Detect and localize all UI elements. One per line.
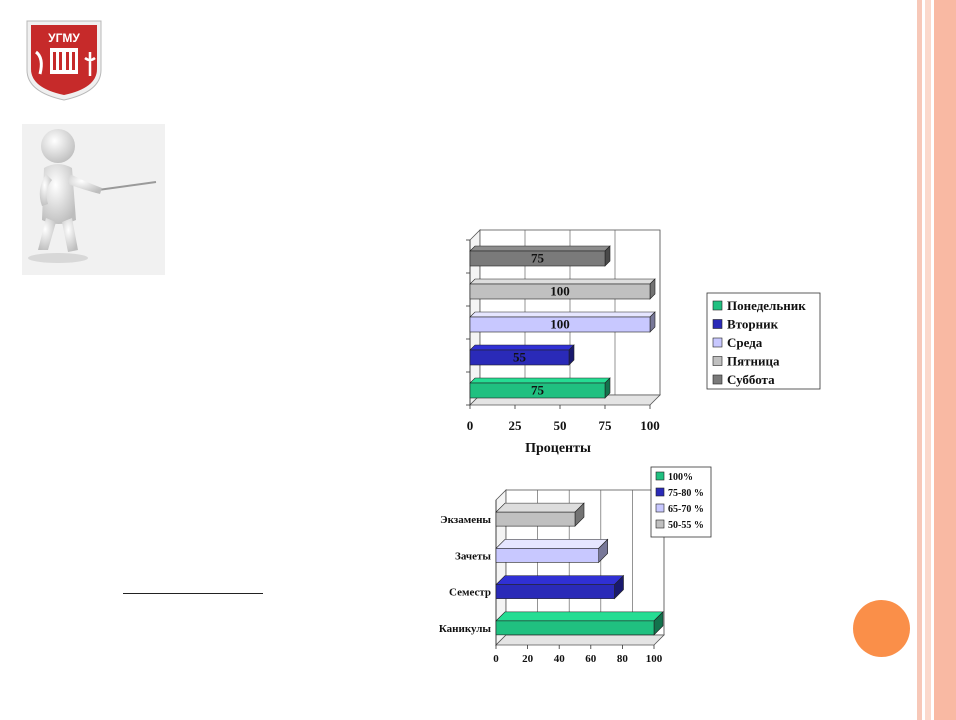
chart2-legend-entry: 100% [668, 472, 693, 483]
chart2-legend-entry: 50-55 % [668, 520, 704, 531]
chart2-x-tick-label: 0 [493, 653, 499, 665]
chart1-legend-entry: Понедельник [727, 298, 806, 313]
chart1-x-tick-label: 100 [640, 418, 660, 433]
chart2-x-tick-label: 40 [554, 653, 566, 665]
decorative-stripe [934, 0, 956, 720]
decorative-stripe [917, 0, 922, 720]
chart1-data-label: 100 [550, 317, 570, 332]
chart1-data-label: 75 [531, 251, 545, 266]
chart1-data-label: 55 [513, 350, 527, 365]
pointing-figure-image [22, 124, 165, 275]
chart1-bar [469, 311, 656, 333]
chart1-legend-entry: Среда [727, 335, 763, 350]
chart1-legend-entry: Пятница [727, 354, 780, 369]
decorative-stripe [925, 0, 931, 720]
logo-text: УГМУ [48, 31, 80, 45]
chart1-bar [469, 245, 611, 267]
chart2-floor [495, 634, 665, 646]
chart1-x-tick-label: 75 [599, 418, 613, 433]
chart1-data-label: 100 [550, 284, 570, 299]
chart1-bar [469, 278, 656, 300]
chart1-data-label: 75 [531, 383, 545, 398]
chart2-legend-swatch [655, 471, 665, 481]
chart1-x-axis-label: Проценты [525, 441, 591, 456]
chart2-category-label: Каникулы [439, 623, 492, 635]
underline-rule [123, 593, 263, 594]
chart2-legend-swatch [655, 503, 665, 513]
university-logo: УГМУ [26, 20, 102, 101]
chart1-legend-swatch [712, 319, 723, 329]
chart1-x-tick-label: 50 [554, 418, 567, 433]
chart1-legend-entry: Вторник [727, 317, 779, 332]
chart2-category-label: Зачеты [455, 550, 491, 562]
chart2-bar [495, 574, 625, 600]
chart2-bar [495, 538, 609, 564]
chart2-x-tick-label: 100 [646, 653, 663, 665]
decorative-circle [853, 600, 910, 657]
chart2-x-tick-label: 80 [617, 653, 629, 665]
chart2-legend-swatch [655, 487, 665, 497]
chart2-legend-entry: 75-80 % [668, 488, 704, 499]
chart2-category-label: Семестр [449, 587, 491, 599]
chart2-x-tick-label: 20 [522, 653, 534, 665]
chart1-legend-entry: Суббота [727, 372, 775, 387]
chart2-legend-swatch [655, 519, 665, 529]
chart1-bar [469, 344, 575, 366]
chart2-bar [495, 611, 664, 636]
chart1-legend-swatch [712, 356, 723, 366]
chart1-legend-swatch [712, 374, 723, 385]
chart1-x-tick-label: 25 [509, 418, 523, 433]
chart1-legend-swatch [712, 300, 723, 311]
chart1-legend-swatch [712, 337, 723, 348]
chart1-x-tick-label: 0 [467, 418, 474, 433]
chart2-x-tick-label: 60 [585, 653, 597, 665]
chart2-legend-entry: 65-70 % [668, 504, 704, 515]
chart1-legend [706, 292, 821, 390]
chart2-category-label: Экзамены [440, 514, 491, 526]
chart2-bar [495, 502, 585, 527]
chart1-bar [469, 377, 611, 399]
